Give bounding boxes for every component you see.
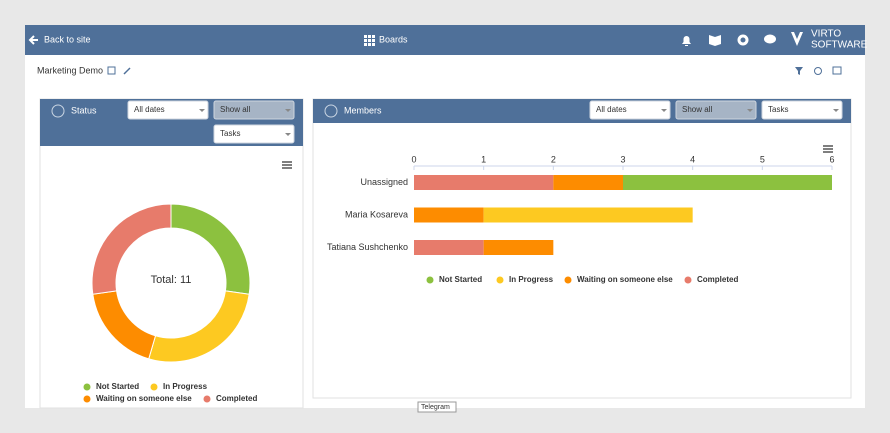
legend-label[interactable]: Completed <box>697 275 738 284</box>
tooltip <box>417 401 457 413</box>
boards-link[interactable]: Boards <box>379 34 408 44</box>
legend-swatch[interactable] <box>150 383 158 391</box>
legend-label[interactable]: Waiting on someone else <box>96 394 192 403</box>
bar-segment <box>414 240 484 255</box>
x-tick-label: 6 <box>829 154 834 164</box>
back-icon[interactable] <box>28 35 38 45</box>
members-header <box>313 99 851 123</box>
dropdown-arrow[interactable] <box>199 109 205 112</box>
dropdown-label[interactable]: Tasks <box>768 105 788 114</box>
bar-segment <box>553 175 623 190</box>
x-tick-label: 2 <box>551 154 556 164</box>
pin-icon[interactable] <box>123 67 131 75</box>
dropdown[interactable] <box>213 124 295 144</box>
dropdown[interactable] <box>675 100 757 120</box>
board-title: Marketing Demo <box>37 65 103 75</box>
dropdown-label[interactable]: Show all <box>682 105 712 114</box>
refresh-icon[interactable] <box>814 67 822 75</box>
chart-menu[interactable] <box>823 145 833 153</box>
dropdown[interactable] <box>213 100 295 120</box>
x-tick-label: 4 <box>690 154 695 164</box>
logo-text: SOFTWARE <box>811 40 868 51</box>
x-tick-label: 5 <box>760 154 765 164</box>
bar-segment <box>414 207 484 223</box>
collapse-icon[interactable] <box>324 104 338 118</box>
x-tick-label: 0 <box>411 154 416 164</box>
top-bar <box>25 25 865 55</box>
tooltip-text: Telegram <box>421 404 450 411</box>
legend-swatch[interactable] <box>684 276 692 284</box>
legend-swatch[interactable] <box>426 276 434 284</box>
legend-label[interactable]: Not Started <box>96 382 139 391</box>
legend-swatch[interactable] <box>564 276 572 284</box>
category-label: Maria Kosareva <box>345 209 408 219</box>
table-icon[interactable] <box>832 66 842 75</box>
dropdown[interactable] <box>761 100 843 120</box>
dropdown-arrow[interactable] <box>285 133 291 136</box>
bell-icon[interactable] <box>682 36 691 46</box>
x-tick-label: 1 <box>481 154 486 164</box>
back-link[interactable]: Back to site <box>44 34 91 44</box>
bar-segment <box>414 175 554 190</box>
bar-segment <box>623 175 832 190</box>
dropdown-label[interactable]: Tasks <box>220 129 240 138</box>
dropdown-label[interactable]: All dates <box>134 105 165 114</box>
legend-swatch[interactable] <box>203 395 211 403</box>
legend-label[interactable]: Waiting on someone else <box>577 275 673 284</box>
chart-menu[interactable] <box>282 161 292 169</box>
donut-segment <box>91 203 172 295</box>
panel-title: Members <box>344 105 382 115</box>
logo-text: VIRTO <box>811 29 841 40</box>
settings-icon[interactable] <box>737 34 749 46</box>
legend-label[interactable]: Completed <box>216 394 257 403</box>
dropdown-arrow[interactable] <box>833 109 839 112</box>
category-label: Unassigned <box>360 177 408 187</box>
book-icon[interactable] <box>709 35 721 46</box>
legend-swatch[interactable] <box>83 395 91 403</box>
donut-total: Total: 11 <box>151 274 192 286</box>
legend-label[interactable]: In Progress <box>509 275 554 284</box>
legend-label[interactable]: In Progress <box>163 382 208 391</box>
dropdown[interactable] <box>589 100 671 120</box>
logo-mark <box>791 32 803 46</box>
legend-label[interactable]: Not Started <box>439 275 482 284</box>
panel-title: Status <box>71 105 97 115</box>
members-panel <box>312 98 852 399</box>
dropdown-label[interactable]: All dates <box>596 105 627 114</box>
legend-swatch[interactable] <box>83 383 91 391</box>
dropdown-arrow[interactable] <box>661 109 667 112</box>
bar-segment <box>483 240 554 255</box>
dropdown-label[interactable]: Show all <box>220 105 250 114</box>
x-tick-label: 3 <box>620 154 625 164</box>
dropdown[interactable] <box>127 100 209 120</box>
chat-icon[interactable] <box>764 34 776 44</box>
boards-icon[interactable] <box>364 35 375 46</box>
filter-icon[interactable] <box>795 67 803 75</box>
legend-swatch[interactable] <box>496 276 504 284</box>
category-label: Tatiana Sushchenko <box>327 242 408 252</box>
dropdown-arrow[interactable] <box>747 109 753 112</box>
dropdown-arrow[interactable] <box>285 109 291 112</box>
bar-segment <box>483 207 693 223</box>
edit-icon[interactable] <box>107 66 116 75</box>
collapse-icon[interactable] <box>51 104 65 118</box>
